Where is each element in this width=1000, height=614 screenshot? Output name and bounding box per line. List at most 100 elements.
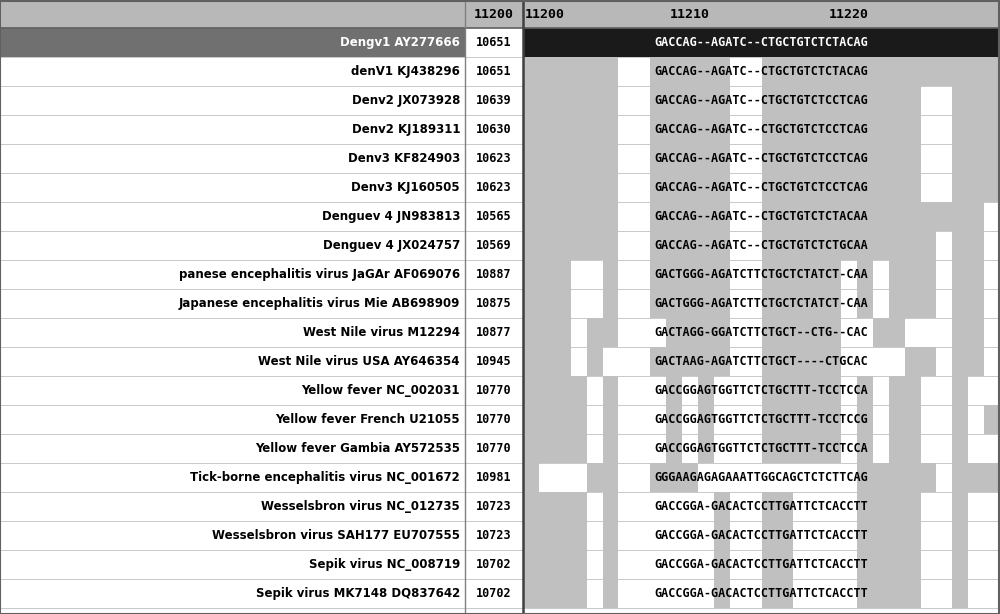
Bar bbox=[666, 173, 682, 202]
Bar bbox=[873, 231, 889, 260]
Bar bbox=[952, 115, 968, 144]
Bar bbox=[905, 231, 920, 260]
Bar bbox=[571, 173, 587, 202]
Bar bbox=[539, 347, 555, 376]
Bar bbox=[571, 376, 587, 405]
Bar bbox=[698, 260, 714, 289]
Bar bbox=[809, 86, 825, 115]
Bar bbox=[666, 347, 682, 376]
Text: GACCGGA-GACACTCCTTGATTCTCACCTT: GACCGGA-GACACTCCTTGATTCTCACCTT bbox=[655, 500, 868, 513]
Text: GACCAG--AGATC--CTGCTGTCTCCTCAG: GACCAG--AGATC--CTGCTGTCTCCTCAG bbox=[655, 94, 868, 107]
Bar bbox=[793, 173, 809, 202]
Bar bbox=[777, 579, 793, 608]
Bar bbox=[555, 202, 571, 231]
Bar bbox=[714, 231, 730, 260]
Bar bbox=[0, 86, 465, 115]
Bar bbox=[968, 318, 984, 347]
Bar bbox=[873, 144, 889, 173]
Bar bbox=[465, 115, 523, 144]
Bar bbox=[682, 289, 698, 318]
Text: Wesselsbron virus SAH177 EU707555: Wesselsbron virus SAH177 EU707555 bbox=[212, 529, 460, 542]
Bar bbox=[952, 318, 968, 347]
Text: Yellow fever NC_002031: Yellow fever NC_002031 bbox=[302, 384, 460, 397]
Bar bbox=[465, 28, 523, 57]
Bar bbox=[666, 260, 682, 289]
Bar bbox=[682, 173, 698, 202]
Bar bbox=[602, 318, 618, 347]
Bar bbox=[602, 405, 618, 434]
Bar bbox=[825, 202, 841, 231]
Bar bbox=[555, 231, 571, 260]
Bar bbox=[936, 202, 952, 231]
Text: 11200: 11200 bbox=[525, 7, 565, 20]
Bar bbox=[666, 463, 682, 492]
Bar bbox=[777, 260, 793, 289]
Bar bbox=[666, 231, 682, 260]
Bar bbox=[0, 434, 465, 463]
Bar bbox=[465, 202, 523, 231]
Bar bbox=[523, 260, 539, 289]
Bar bbox=[555, 376, 571, 405]
Bar bbox=[984, 405, 1000, 434]
Text: 10770: 10770 bbox=[476, 413, 512, 426]
Bar bbox=[0, 231, 465, 260]
Bar bbox=[465, 173, 523, 202]
Bar bbox=[968, 463, 984, 492]
Bar bbox=[523, 289, 1000, 318]
Bar bbox=[666, 57, 682, 86]
Bar bbox=[523, 434, 539, 463]
Bar bbox=[762, 115, 777, 144]
Bar bbox=[825, 115, 841, 144]
Bar bbox=[571, 550, 587, 579]
Text: Denv3 KF824903: Denv3 KF824903 bbox=[348, 152, 460, 165]
Text: GACCGGAGTGGTTCTCTGCTTT-TCCTCCG: GACCGGAGTGGTTCTCTGCTTT-TCCTCCG bbox=[655, 413, 868, 426]
Bar bbox=[857, 434, 873, 463]
Text: West Nile virus USA AY646354: West Nile virus USA AY646354 bbox=[258, 355, 460, 368]
Bar bbox=[587, 144, 602, 173]
Bar bbox=[650, 347, 666, 376]
Bar bbox=[952, 144, 968, 173]
Bar bbox=[698, 434, 714, 463]
Bar bbox=[650, 144, 666, 173]
Bar bbox=[523, 521, 539, 550]
Bar bbox=[539, 434, 555, 463]
Bar bbox=[762, 260, 777, 289]
Bar bbox=[666, 86, 682, 115]
Bar bbox=[873, 86, 889, 115]
Bar bbox=[905, 550, 920, 579]
Bar bbox=[650, 202, 666, 231]
Bar bbox=[889, 376, 905, 405]
Bar bbox=[809, 260, 825, 289]
Bar bbox=[889, 115, 905, 144]
Bar bbox=[873, 550, 889, 579]
Bar bbox=[465, 231, 523, 260]
Bar bbox=[889, 289, 905, 318]
Text: GACCAG--AGATC--CTGCTGTCTCTACAG: GACCAG--AGATC--CTGCTGTCTCTACAG bbox=[655, 65, 868, 78]
Bar bbox=[857, 231, 873, 260]
Text: 10981: 10981 bbox=[476, 471, 512, 484]
Bar bbox=[714, 289, 730, 318]
Bar bbox=[465, 521, 523, 550]
Bar bbox=[825, 376, 841, 405]
Bar bbox=[714, 57, 730, 86]
Bar bbox=[825, 318, 841, 347]
Bar bbox=[571, 579, 587, 608]
Bar bbox=[539, 550, 555, 579]
Bar bbox=[465, 86, 523, 115]
Bar bbox=[809, 405, 825, 434]
Bar bbox=[650, 289, 666, 318]
Bar bbox=[571, 521, 587, 550]
Bar bbox=[650, 57, 666, 86]
Bar bbox=[555, 405, 571, 434]
Bar bbox=[523, 173, 1000, 202]
Bar bbox=[571, 434, 587, 463]
Bar bbox=[465, 550, 523, 579]
Bar bbox=[523, 579, 1000, 608]
Text: 10770: 10770 bbox=[476, 384, 512, 397]
Text: 10565: 10565 bbox=[476, 210, 512, 223]
Text: GACTGGG-AGATCTTCTGCTCTATCT-CAA: GACTGGG-AGATCTTCTGCTCTATCT-CAA bbox=[655, 297, 868, 310]
Text: 10770: 10770 bbox=[476, 442, 512, 455]
Bar bbox=[602, 579, 618, 608]
Bar bbox=[905, 289, 920, 318]
Bar bbox=[571, 144, 587, 173]
